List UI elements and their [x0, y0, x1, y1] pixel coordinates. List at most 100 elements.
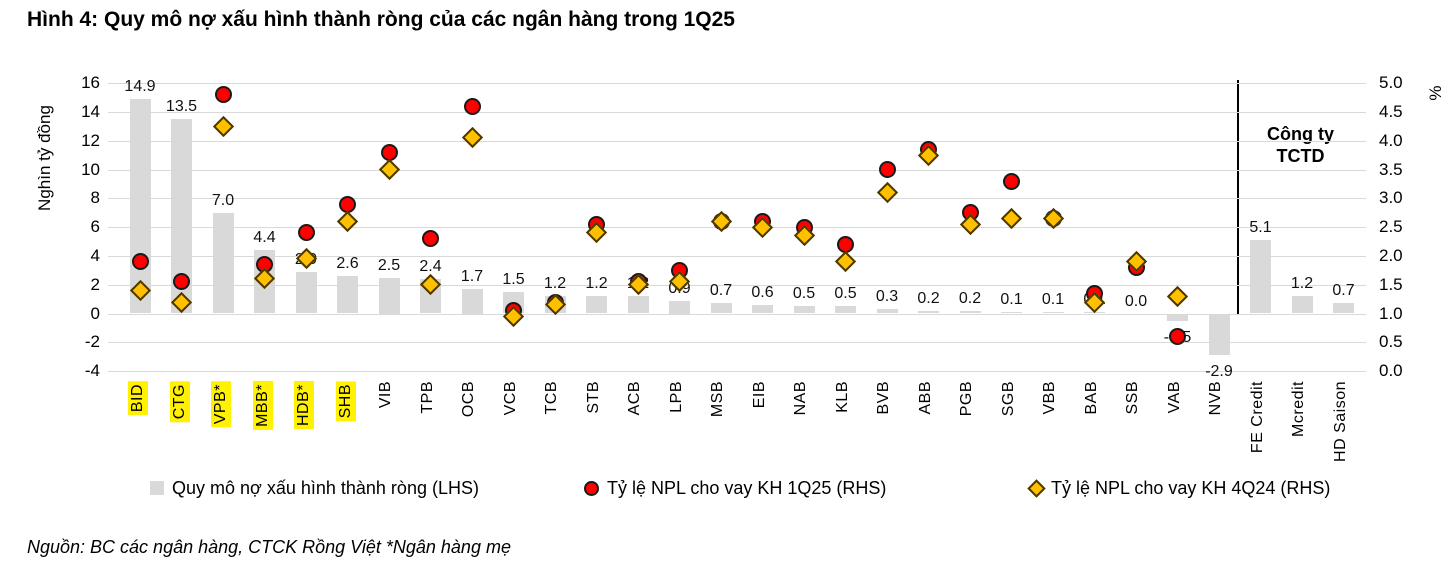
right-axis-tick: 2.5	[1379, 217, 1403, 237]
npl-4q24-marker	[1166, 285, 1189, 307]
section-label-cong-ty-tctd: Công ty TCTD	[1267, 124, 1334, 166]
bar-value-label: 0.7	[1332, 282, 1355, 300]
x-axis-label-shb: SHB	[335, 381, 356, 422]
bar	[586, 296, 607, 314]
x-axis-label-mcredit: Mcredit	[1290, 381, 1307, 437]
bar-value-label: 2.4	[419, 257, 442, 275]
npl-1q25-marker	[297, 224, 315, 242]
x-axis-label-klb: KLB	[833, 381, 851, 413]
left-axis-tick: 8	[90, 188, 100, 208]
bar-value-label: -2.9	[1205, 363, 1233, 381]
gridline	[108, 255, 1366, 257]
x-axis-label-eib: EIB	[750, 381, 768, 409]
right-axis-tick: 4.5	[1379, 101, 1403, 121]
bank-vs-company-separator-line	[1237, 80, 1239, 314]
left-axis-tick: 12	[81, 130, 100, 150]
right-axis-tick: 1.0	[1379, 303, 1403, 323]
left-axis-tick: -4	[84, 361, 100, 381]
npl-4q24-marker	[378, 158, 400, 181]
right-axis-tick: 5.0	[1379, 73, 1403, 93]
npl-1q25-marker	[463, 97, 481, 115]
npl-1q25-marker	[1169, 328, 1186, 345]
bar-value-label: 1.2	[1290, 275, 1314, 293]
gridline	[108, 227, 1366, 229]
bar	[959, 310, 981, 314]
npl-4q24-marker	[212, 115, 234, 137]
right-axis-tick: 2.0	[1379, 245, 1403, 265]
right-axis-tick: 4.0	[1379, 130, 1403, 150]
bar-value-label: 13.5	[165, 98, 198, 116]
bar-value-label: 0.1	[1041, 291, 1065, 309]
x-axis-label-ssb: SSB	[1124, 381, 1141, 415]
bar-value-label: 4.4	[253, 229, 276, 247]
left-axis-tick: 6	[90, 217, 100, 237]
bar	[337, 276, 358, 314]
bar	[752, 304, 773, 314]
gridline	[108, 169, 1366, 171]
right-axis-tick: 3.0	[1379, 188, 1403, 208]
bar	[212, 212, 234, 314]
npl-1q25-marker	[131, 253, 149, 271]
legend-label-bars: Quy mô nợ xấu hình thành ròng (LHS)	[172, 477, 479, 498]
bar-value-label: 0.6	[751, 283, 774, 301]
bar-value-label: 1.2	[585, 275, 608, 293]
bar	[793, 306, 815, 314]
npl-1q25-marker	[173, 273, 190, 291]
bar	[1208, 313, 1230, 356]
x-axis-label-pgb: PGB	[958, 381, 975, 417]
gridline	[108, 284, 1366, 286]
x-axis-label-bid: BID	[128, 381, 148, 416]
gridline	[108, 111, 1366, 113]
bar	[835, 306, 856, 314]
bar	[1333, 303, 1354, 314]
npl-1q25-marker	[214, 86, 232, 104]
x-axis-label-tcb: TCB	[543, 381, 560, 415]
npl-1q25-marker	[422, 230, 439, 248]
npl-1q25-marker	[1003, 172, 1020, 190]
x-axis-label-tpb: TPB	[418, 381, 436, 414]
bar	[876, 309, 898, 314]
legend-item-npl-4q24: Tỷ lệ NPL cho vay KH 4Q24 (RHS)	[1027, 476, 1330, 500]
bar	[1084, 312, 1105, 314]
bar-value-label: 0.2	[958, 289, 982, 307]
npl-4q24-marker	[1000, 207, 1023, 230]
bar	[710, 303, 732, 314]
bar-value-label: 1.7	[460, 268, 484, 285]
bar-value-label: 0.0	[1124, 292, 1148, 310]
bar	[1250, 240, 1271, 314]
left-axis-tick: 14	[81, 101, 100, 121]
source-note: Nguồn: BC các ngân hàng, CTCK Rồng Việt …	[27, 537, 511, 557]
x-axis-label-hdb-: HDB*	[294, 381, 314, 430]
x-axis-label-fe-credit: FE Credit	[1248, 381, 1266, 454]
bar	[669, 300, 690, 314]
gridline	[108, 342, 1366, 344]
x-axis-label-nvb: NVB	[1207, 381, 1224, 416]
x-axis-label-abb: ABB	[916, 381, 934, 415]
bar	[171, 119, 192, 314]
right-axis-tick: 3.5	[1379, 159, 1403, 179]
yellow-diamond-marker-icon	[1027, 478, 1046, 498]
gridline	[108, 371, 1366, 373]
legend-item-bars: Quy mô nợ xấu hình thành ròng (LHS)	[150, 476, 479, 500]
gridline	[108, 140, 1366, 142]
right-axis-title: %	[1426, 85, 1445, 101]
bar	[1001, 312, 1022, 314]
x-axis-label-nab: NAB	[792, 381, 809, 416]
red-circle-marker-icon	[584, 480, 599, 496]
npl-1q25-marker	[878, 161, 896, 178]
bar	[461, 289, 483, 314]
bar-value-label: 0.5	[834, 285, 857, 303]
bar-series-swatch-icon	[150, 481, 164, 495]
left-axis-tick: 2	[90, 274, 100, 294]
bar-value-label: 7.0	[211, 191, 235, 209]
x-axis-label-msb: MSB	[709, 381, 726, 418]
npl-4q24-marker	[1042, 207, 1064, 230]
x-axis-label-vcb: VCB	[501, 381, 519, 416]
left-axis-tick: -2	[84, 332, 100, 352]
x-axis-label-mbb-: MBB*	[252, 381, 273, 430]
npl-4q24-marker	[336, 210, 359, 232]
npl-4q24-marker	[834, 251, 857, 273]
left-axis-tick: 16	[81, 73, 100, 93]
legend-item-npl-1q25: Tỷ lệ NPL cho vay KH 1Q25 (RHS)	[584, 476, 886, 500]
bar-value-label: 1.2	[543, 275, 567, 293]
